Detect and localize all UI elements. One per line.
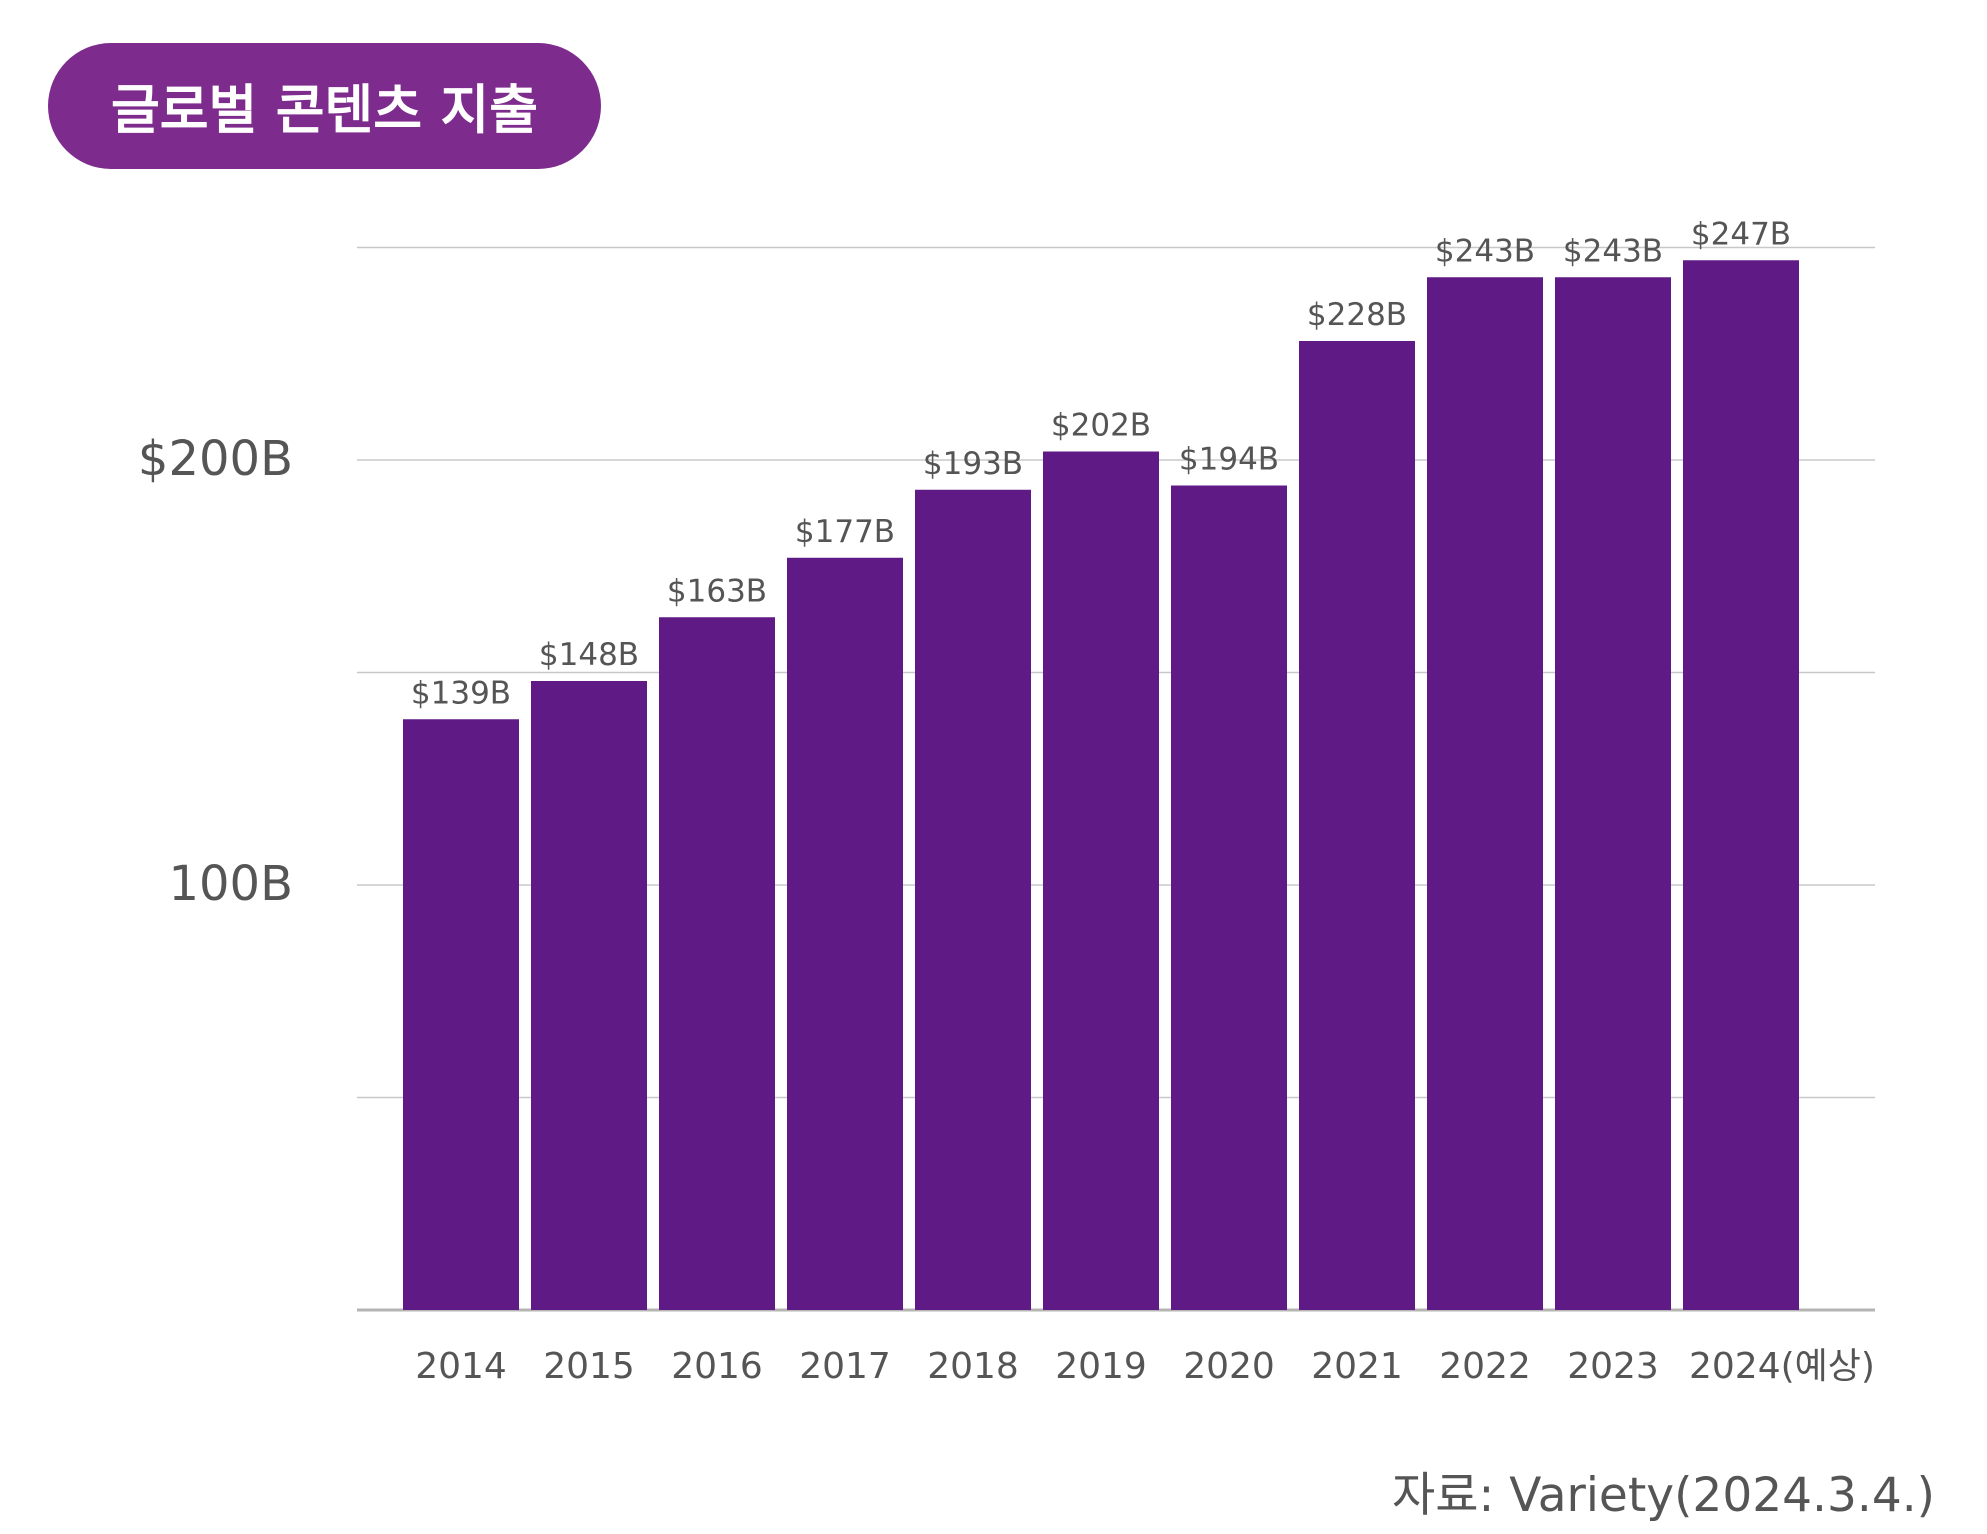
data-label: $177B — [795, 514, 895, 550]
bar-2022 — [1427, 277, 1543, 1310]
bars — [403, 260, 1799, 1310]
bar-2014 — [403, 719, 519, 1310]
x-tick-label: 2021 — [1311, 1346, 1403, 1387]
data-labels: $139B $148B $163B $177B $193B $202B $194B $228B… — [411, 216, 1791, 711]
x-axis-ticks: 2014 2015 2016 2017 2018 2019 2020 2021 2022 2023… — [415, 1346, 1875, 1387]
x-tick-label: 2020 — [1183, 1346, 1275, 1387]
y-tick-label: $200B — [138, 431, 293, 487]
data-label: $202B — [1051, 408, 1151, 444]
data-label: $247B — [1691, 216, 1791, 252]
chart-title: 글로벌 콘텐츠 지출 — [111, 80, 538, 141]
x-tick-label: 2017 — [799, 1346, 891, 1387]
bar-2016 — [659, 617, 775, 1310]
bar-2021 — [1299, 341, 1415, 1310]
x-tick-label: 2019 — [1055, 1346, 1147, 1387]
data-label: $163B — [667, 573, 767, 609]
data-label: $139B — [411, 675, 511, 711]
data-label: $228B — [1307, 297, 1407, 333]
bar-2023 — [1555, 277, 1671, 1310]
x-tick-label: 2015 — [543, 1346, 635, 1387]
data-label: $148B — [539, 637, 639, 673]
bar-2019 — [1043, 451, 1159, 1310]
x-tick-label: 2022 — [1439, 1346, 1531, 1387]
data-label: $243B — [1563, 233, 1663, 269]
data-label: $193B — [923, 446, 1023, 482]
source-note: 자료: Variety(2024.3.4.) — [1391, 1468, 1935, 1523]
bar-2024(예상) — [1683, 260, 1799, 1310]
y-tick-label: 100B — [168, 856, 293, 912]
title-badge: 글로벌 콘텐츠 지출 — [48, 43, 601, 169]
x-tick-label: 2018 — [927, 1346, 1019, 1387]
x-tick-label: 2014 — [415, 1346, 507, 1387]
bar-2017 — [787, 557, 903, 1310]
x-tick-label: 2016 — [671, 1346, 763, 1387]
bar-2015 — [531, 681, 647, 1310]
x-tick-label: 2023 — [1567, 1346, 1659, 1387]
y-axis-ticks: 100B $200B — [138, 431, 293, 912]
data-label: $243B — [1435, 233, 1535, 269]
data-label: $194B — [1179, 442, 1279, 478]
x-tick-label: 2024(예상) — [1689, 1346, 1875, 1387]
bar-2020 — [1171, 485, 1287, 1310]
bar-2018 — [915, 489, 1031, 1310]
